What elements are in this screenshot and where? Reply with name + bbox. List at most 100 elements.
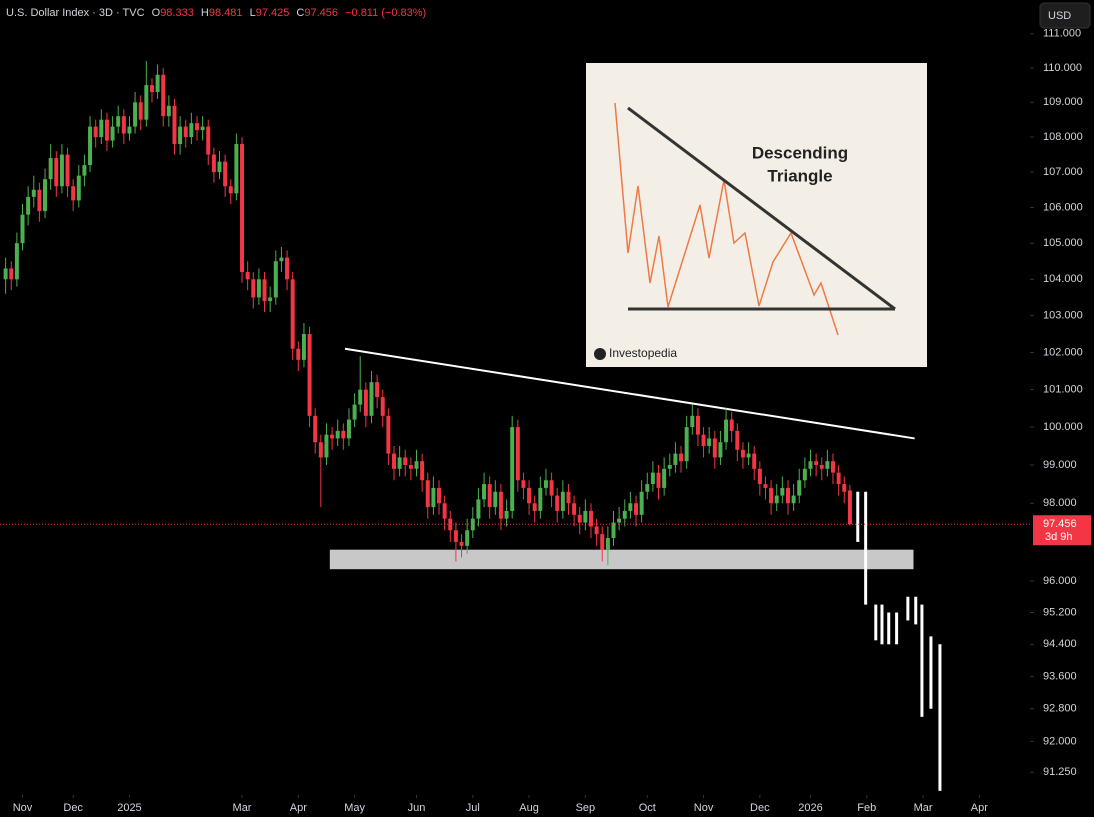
candle-body — [408, 464, 413, 469]
candle-body — [600, 534, 605, 550]
ohlc-letter: C — [296, 7, 304, 19]
candle-body — [572, 503, 577, 515]
y-tick-label: 95.200 — [1043, 606, 1077, 618]
y-tick-label: 111.000 — [1043, 28, 1081, 40]
change-label: −0.811 (−0.83%) — [345, 7, 426, 19]
candle-body — [228, 186, 233, 194]
candle-body — [420, 461, 425, 481]
y-tick-label: 92.000 — [1043, 735, 1077, 747]
inset-source: Investopedia — [609, 346, 677, 360]
candle-body — [48, 158, 53, 180]
candle-body — [498, 491, 503, 519]
y-tick-label: 105.000 — [1043, 237, 1083, 249]
candle-body — [622, 510, 627, 519]
x-tick-label: Mar — [914, 802, 933, 814]
candle-body — [93, 126, 98, 138]
y-tick-label: 107.000 — [1043, 166, 1083, 178]
candle-body — [335, 430, 340, 439]
candle-body — [285, 257, 290, 280]
candle-body — [313, 415, 318, 443]
candle-body — [459, 541, 464, 546]
ohlc-value: 97.425 — [256, 7, 290, 19]
candle-body — [88, 126, 93, 166]
candle-body — [724, 419, 729, 443]
x-tick-label: 2025 — [117, 802, 141, 814]
candle-body — [200, 126, 205, 131]
candle-body — [99, 119, 104, 138]
candle-body — [690, 415, 695, 428]
candle-body — [740, 449, 745, 458]
candle-body — [510, 427, 515, 511]
candle-body — [628, 503, 633, 511]
candle-body — [662, 468, 667, 488]
currency-label[interactable]: USD — [1048, 10, 1071, 22]
candle-body — [560, 491, 565, 511]
currency-button[interactable] — [1039, 2, 1091, 29]
candle-body — [538, 487, 543, 511]
ohlc-letter: O — [152, 7, 161, 19]
candle-body — [386, 415, 391, 454]
candle-body — [515, 427, 520, 481]
countdown-label: 3d 9h — [1045, 531, 1073, 543]
candle-body — [155, 74, 160, 92]
source-logo — [594, 348, 606, 360]
y-tick-label: 103.000 — [1043, 310, 1083, 322]
pattern-upper-line — [627, 106, 896, 311]
x-tick-label: Dec — [750, 802, 770, 814]
candle-body — [352, 404, 357, 420]
candle-body — [273, 261, 278, 298]
candle-body — [110, 126, 115, 141]
candle-body — [240, 144, 245, 273]
candle-body — [712, 438, 717, 458]
candle-body — [453, 530, 458, 542]
candle-body — [780, 487, 785, 496]
candle-body — [555, 495, 560, 511]
ohlc-value: 98.333 — [160, 7, 194, 19]
x-tick-label: Sep — [576, 802, 596, 814]
x-tick-label: Jun — [408, 802, 426, 814]
candle-body — [194, 123, 199, 131]
candle-body — [245, 272, 250, 280]
y-tick-label: 101.000 — [1043, 384, 1083, 396]
candle-body — [791, 495, 796, 504]
support-zone — [329, 549, 914, 570]
candle-body — [645, 484, 650, 492]
candle-body — [639, 491, 644, 515]
candle-body — [842, 484, 847, 492]
candle-body — [189, 123, 194, 138]
y-tick-label: 109.000 — [1043, 96, 1083, 108]
candle-body — [583, 510, 588, 523]
candle-body — [206, 126, 211, 155]
candle-body — [43, 179, 48, 212]
inset-title: Triangle — [767, 166, 832, 185]
y-tick-label: 99.000 — [1043, 459, 1077, 471]
candle-body — [470, 518, 475, 531]
candle-body — [172, 105, 177, 145]
candle-body — [577, 514, 582, 523]
candle-body — [358, 389, 363, 405]
candle-body — [482, 484, 487, 500]
candle-body — [425, 480, 430, 508]
ohlc-letter: L — [250, 7, 256, 19]
candle-body — [752, 453, 757, 469]
inset-background — [586, 63, 927, 367]
candle-body — [183, 126, 188, 138]
candle-body — [831, 461, 836, 473]
candle-body — [763, 484, 768, 488]
candle-body — [37, 189, 42, 212]
candle-body — [318, 442, 323, 458]
candle-body — [707, 438, 712, 447]
candle-body — [268, 297, 273, 302]
candle-body — [166, 105, 171, 117]
x-tick-label: Mar — [233, 802, 252, 814]
candle-body — [605, 538, 610, 550]
candle-body — [104, 119, 109, 141]
candle-body — [684, 427, 689, 462]
candle-body — [301, 334, 306, 360]
candle-body — [256, 279, 261, 298]
y-tick-label: 98.000 — [1043, 497, 1077, 509]
candle-body — [774, 495, 779, 504]
candle-body — [695, 415, 700, 435]
x-tick-label: Apr — [971, 802, 988, 814]
